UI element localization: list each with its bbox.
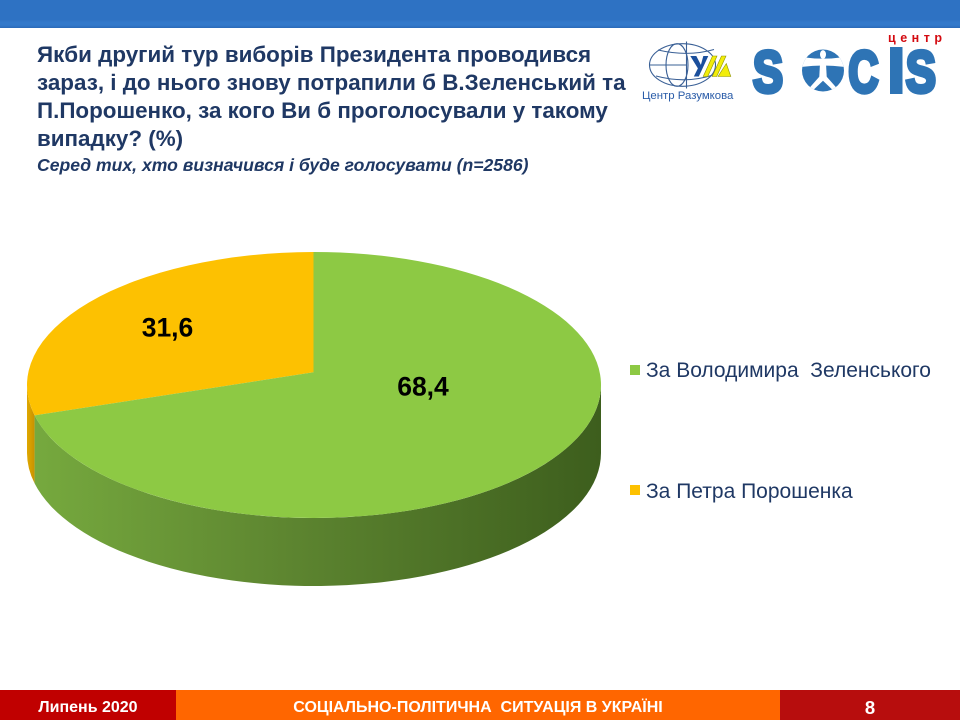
- svg-text:68,4: 68,4: [397, 372, 449, 402]
- svg-text:Центр Разумкова: Центр Разумкова: [642, 90, 734, 102]
- svg-text:S: S: [753, 41, 783, 106]
- svg-text:C: C: [848, 39, 878, 104]
- svg-text:31,6: 31,6: [142, 313, 194, 343]
- svg-text:S: S: [906, 41, 936, 106]
- svg-text:центр: центр: [888, 31, 946, 45]
